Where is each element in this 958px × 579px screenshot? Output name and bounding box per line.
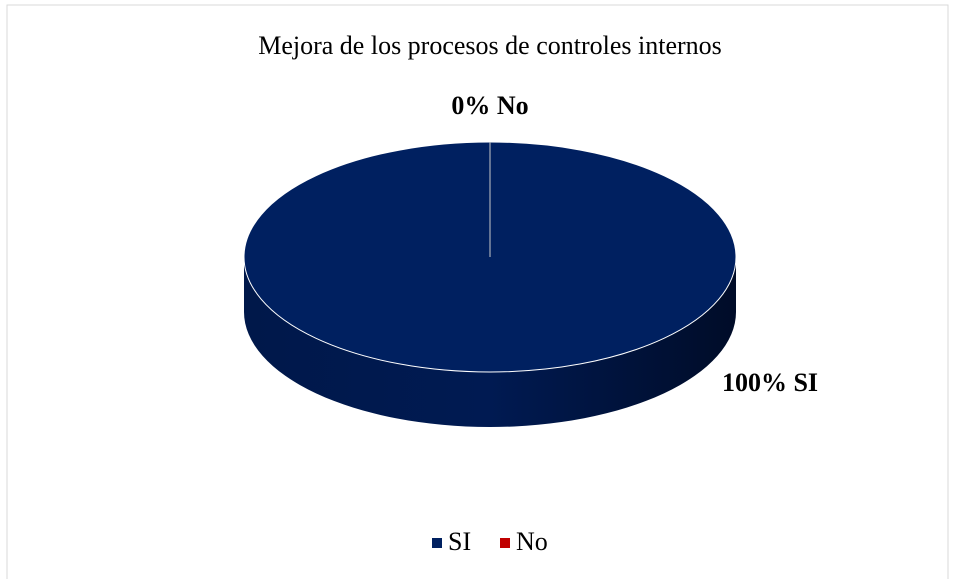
- data-label: 100% SI: [722, 368, 818, 397]
- legend-label: No: [516, 527, 548, 556]
- chart-title: Mejora de los procesos de controles inte…: [258, 31, 722, 60]
- data-label: 0% No: [451, 91, 528, 120]
- legend-swatch: [500, 538, 510, 548]
- legend-swatch: [432, 538, 442, 548]
- legend-label: SI: [448, 527, 471, 556]
- pie-side: [244, 257, 736, 427]
